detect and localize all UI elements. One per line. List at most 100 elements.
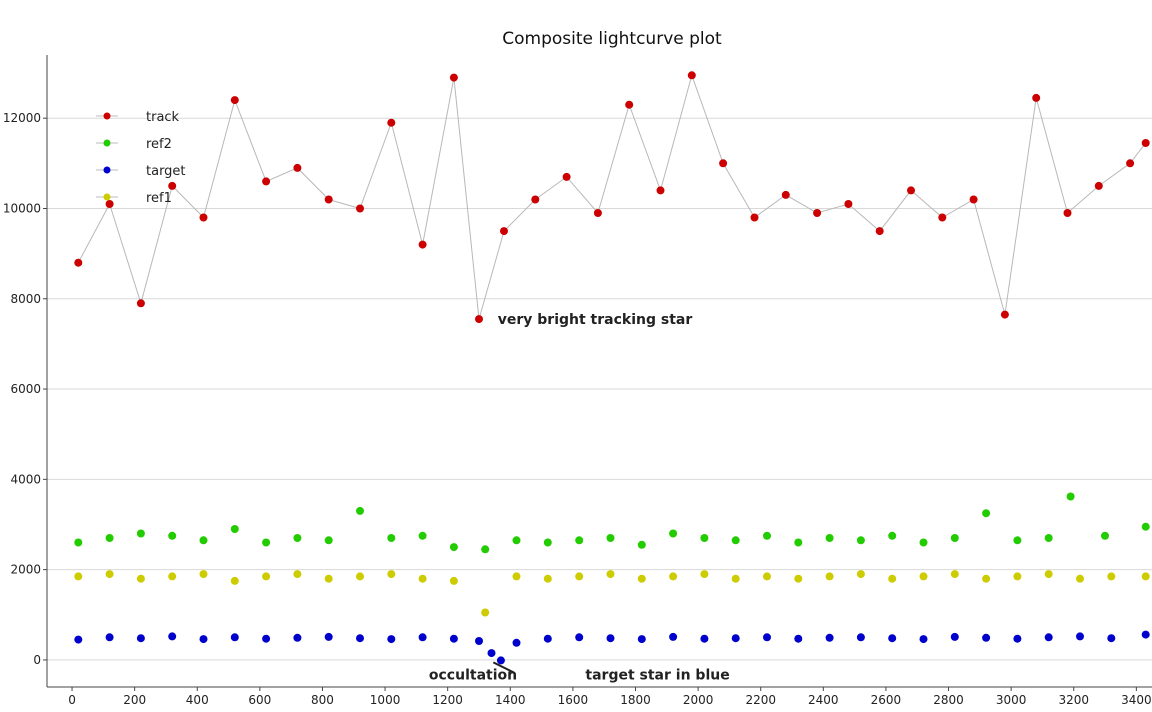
legend-marker <box>103 193 111 201</box>
data-point <box>475 315 483 324</box>
data-point <box>875 227 884 236</box>
data-point <box>781 190 790 199</box>
data-point <box>531 195 540 204</box>
data-point <box>731 634 740 643</box>
data-point <box>1066 492 1075 501</box>
data-point <box>230 576 239 585</box>
legend-label: track <box>146 110 180 125</box>
data-point <box>324 195 333 204</box>
legend-marker <box>103 166 111 174</box>
x-tick-label: 400 <box>186 693 209 707</box>
series-ref1 <box>74 570 1150 617</box>
data-point <box>168 531 177 540</box>
data-point <box>593 209 602 217</box>
data-point <box>543 634 552 643</box>
data-point <box>1000 310 1009 319</box>
series-track <box>74 71 1150 324</box>
data-point <box>449 634 458 643</box>
data-point <box>356 572 364 581</box>
data-point <box>199 536 208 545</box>
data-point <box>825 534 834 542</box>
legend-marker <box>103 112 111 120</box>
data-point <box>418 240 427 249</box>
data-point <box>74 538 83 547</box>
data-point <box>575 572 584 581</box>
axes-layer: 0 2000 4000 6000 8000 10000 12000 0 200 400 600 800… <box>3 55 1152 707</box>
data-point <box>136 299 145 308</box>
data-point <box>938 213 947 222</box>
data-point <box>1063 209 1072 217</box>
data-point <box>575 633 584 642</box>
x-tick-label: 3200 <box>1058 693 1089 707</box>
data-point <box>719 159 728 168</box>
data-point <box>74 258 83 267</box>
data-point <box>1013 536 1022 545</box>
data-point <box>1044 534 1053 542</box>
occultation-pointer <box>492 661 515 674</box>
data-point <box>481 545 490 554</box>
data-point <box>1141 139 1150 147</box>
data-point <box>669 632 678 641</box>
data-point <box>356 634 364 643</box>
legend-label: ref1 <box>146 191 172 206</box>
y-tick-label: 0 <box>33 653 41 667</box>
data-point <box>1107 634 1116 643</box>
data-point <box>888 634 897 643</box>
series-target <box>74 630 1150 665</box>
data-point <box>230 633 239 642</box>
annotation: target star in blue <box>585 667 729 683</box>
data-point <box>168 632 177 641</box>
data-point <box>418 531 427 540</box>
data-point <box>105 633 114 642</box>
data-point <box>637 635 646 644</box>
data-point <box>1101 531 1109 540</box>
data-point <box>1076 574 1084 583</box>
data-point <box>481 608 490 617</box>
data-point <box>982 509 991 518</box>
data-point <box>199 213 208 222</box>
data-point <box>356 506 364 515</box>
data-point <box>168 181 177 190</box>
data-point <box>794 634 803 643</box>
y-tick-label: 8000 <box>10 292 41 306</box>
data-point <box>825 572 834 581</box>
x-tick-label: 3400 <box>1121 693 1152 707</box>
data-point <box>1141 630 1150 639</box>
data-point <box>512 536 521 545</box>
data-point <box>230 96 239 105</box>
data-point <box>606 534 615 542</box>
data-point <box>262 538 271 547</box>
data-point <box>731 536 740 545</box>
data-point <box>262 177 271 186</box>
data-point <box>418 633 427 642</box>
data-point <box>262 634 271 643</box>
y-tick-label: 2000 <box>10 563 41 577</box>
data-point <box>856 570 865 579</box>
data-point <box>888 574 897 583</box>
x-tick-label: 2200 <box>745 693 776 707</box>
data-point <box>700 634 709 643</box>
data-point <box>262 572 271 581</box>
data-point <box>449 576 458 585</box>
data-point <box>487 649 496 658</box>
data-point <box>700 570 709 579</box>
data-point <box>475 637 483 645</box>
x-tick-label: 2400 <box>808 693 839 707</box>
data-point <box>700 534 709 542</box>
data-point <box>418 574 427 583</box>
data-point <box>199 635 208 644</box>
data-point <box>1013 634 1022 643</box>
x-tick-label: 800 <box>311 693 334 707</box>
data-point <box>1044 633 1053 642</box>
x-tick-label: 1600 <box>558 693 589 707</box>
y-tick-label: 4000 <box>10 472 41 486</box>
data-point <box>105 534 114 542</box>
data-point <box>606 634 615 643</box>
data-point <box>199 570 208 579</box>
data-point <box>1076 632 1084 641</box>
x-tick-label: 2600 <box>871 693 902 707</box>
data-point <box>324 536 333 545</box>
data-point <box>669 572 678 581</box>
